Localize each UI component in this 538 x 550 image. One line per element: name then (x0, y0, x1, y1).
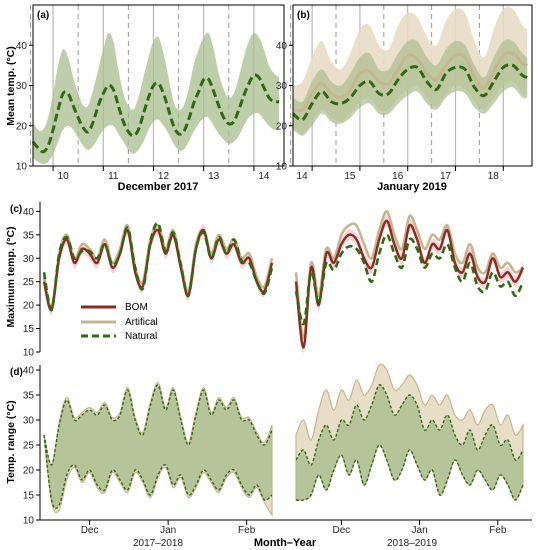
panel-c: 10 15 20 25 30 35 40 (c) Maximum temp. (°C) BO… (5, 202, 525, 359)
panel-c-ytick-label-30: 30 (23, 254, 35, 265)
legend-label-natural: Natural (125, 331, 157, 342)
panel-d-xtick-label-3: Dec (333, 525, 351, 536)
panel-b-ytick-label-20: 20 (276, 121, 288, 132)
panel-c-ytick-label-15: 15 (23, 324, 35, 335)
panel-a-ylabel: Mean temp. (°C) (5, 46, 17, 125)
panel-c-ytick-label-40: 40 (23, 207, 35, 218)
panel-c-ytick-label-35: 35 (23, 230, 35, 241)
panel-d-natural-area-1 (44, 384, 272, 509)
panel-d-xtick-label-2: Feb (238, 525, 256, 536)
panel-c-natural-line-2 (294, 233, 525, 326)
panel-a-xtick-label-13: 13 (208, 171, 220, 182)
season-label-2: 2018–2019 (387, 538, 437, 549)
panel-a-ytick-label-20: 20 (16, 121, 28, 132)
panel-b-ytick-label-40: 40 (276, 41, 288, 52)
season-label-1: 2017–2018 (133, 538, 183, 549)
panel-a: 10 11 12 13 14 10 20 30 40 (a) December 2017 Me… (5, 4, 285, 193)
panel-b-xtick-label-15: 15 (344, 171, 356, 182)
panel-a-xtick-label-14: 14 (258, 171, 270, 182)
panel-d-ytick-label-30: 30 (23, 416, 35, 427)
panel-d-ytick-label-10: 10 (23, 516, 35, 527)
panel-a-xlabel: December 2017 (118, 181, 199, 193)
panel-d-ytick-label-15: 15 (23, 491, 35, 502)
panel-b-xtick-label-14: 14 (297, 171, 309, 182)
panel-b-xtick-label-17: 17 (440, 171, 452, 182)
panel-b-xlabel: January 2019 (377, 181, 447, 193)
panel-a-xtick-label-12: 12 (158, 171, 170, 182)
panel-c-ytick-label-20: 20 (23, 301, 35, 312)
panel-b-ytick-label-10: 10 (276, 162, 288, 173)
panel-d-ytick-label-20: 20 (23, 466, 35, 477)
panel-a-natural-band (33, 32, 279, 164)
panel-d-xtick-label-0: Dec (81, 525, 99, 536)
legend-label-artificial: Artifical (125, 317, 158, 328)
panel-d-natural-lower-2 (295, 444, 524, 502)
panel-a-natural-line (31, 73, 280, 154)
panel-d-natural-upper-2 (295, 384, 524, 466)
legend-label-bom: BOM (125, 302, 148, 313)
panel-c-bom-line-1 (42, 228, 274, 312)
panel-b: 14 15 16 17 18 10 20 30 40 (b) January 2019 (276, 4, 533, 193)
panel-c-bom-line-2 (294, 219, 525, 349)
panel-b-xtick-label-16: 16 (392, 171, 404, 182)
panel-c-ytick-label-25: 25 (23, 277, 35, 288)
panel-b-xtick-label-18: 18 (488, 171, 500, 182)
legend: BOM Artifical Natural (81, 302, 158, 342)
panel-b-ytick-label-30: 30 (276, 81, 288, 92)
panel-d-ylabel: Temp. range (°C) (5, 400, 17, 483)
panel-a-xtick-label-10: 10 (58, 171, 70, 182)
panel-d-ytick-label-25: 25 (23, 441, 35, 452)
panel-a-xtick-label-11: 11 (108, 171, 119, 182)
panel-c-natural-line-1 (42, 221, 274, 312)
panel-b-artificial-line (292, 51, 528, 113)
panel-c-artificial-line-1 (42, 223, 274, 309)
panel-d-xtick-label-4: Jan (412, 525, 428, 536)
panel-b-label: (b) (297, 10, 310, 21)
panel-d-xlabel: Month–Year (254, 537, 317, 549)
panel-d-natural-area-2 (296, 384, 523, 501)
panel-d-label: (d) (10, 367, 23, 378)
panel-c-ytick-label-10: 10 (23, 348, 35, 359)
panel-a-label: (a) (37, 10, 49, 21)
panel-b-natural-line (292, 63, 528, 122)
panel-c-ylabel: Maximum temp. (°C) (5, 226, 17, 327)
panel-d: 10 15 20 25 30 35 40 Dec Jan Feb Dec Jan Feb (d) Te… (5, 363, 532, 549)
panel-a-ytick-label-40: 40 (16, 41, 28, 52)
panel-a-ytick-label-30: 30 (16, 81, 28, 92)
panel-d-ytick-label-40: 40 (23, 366, 35, 377)
panel-c-artificial-line-2 (294, 210, 524, 340)
panel-a-ytick-label-10: 10 (16, 162, 28, 173)
panel-c-bom-band-1 (44, 224, 272, 316)
panel-d-ytick-label-35: 35 (23, 391, 35, 402)
panel-d-natural-upper-1 (43, 384, 273, 466)
panel-d-natural-lower-1 (43, 434, 273, 510)
panel-d-xtick-label-1: Jan (160, 525, 176, 536)
panel-d-xtick-label-5: Feb (489, 525, 507, 536)
panel-c-label: (c) (10, 204, 22, 215)
